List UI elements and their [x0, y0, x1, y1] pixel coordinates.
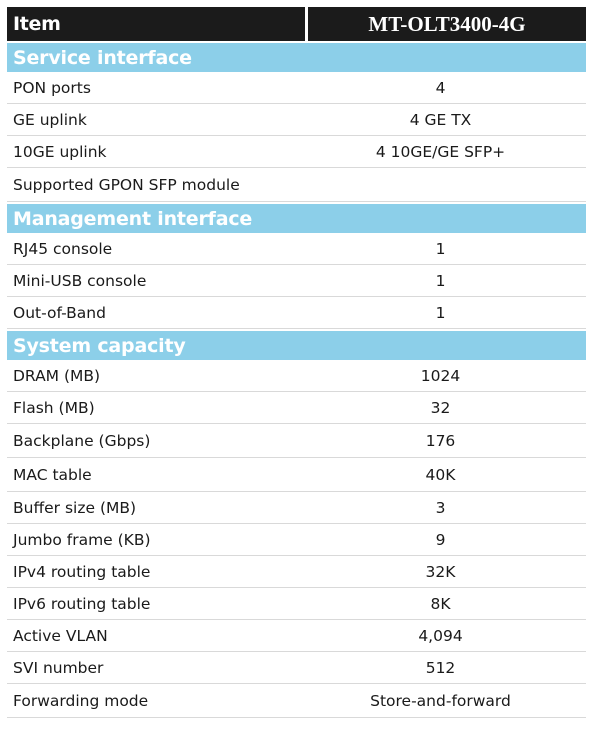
table-row: Forwarding mode Store-and-forward — [7, 684, 586, 718]
row-value: Store-and-forward — [370, 691, 511, 710]
table-row: GE uplink 4 GE TX — [7, 104, 586, 136]
row-value: 4 10GE/GE SFP+ — [375, 142, 506, 161]
table-row: Active VLAN 4,094 — [7, 620, 586, 652]
row-value: 1 — [435, 239, 446, 258]
row-label: Jumbo frame (KB) — [13, 530, 151, 549]
row-label: Buffer size (MB) — [13, 498, 137, 517]
table-row: Out-of-Band 1 — [7, 297, 586, 329]
row-label: GE uplink — [13, 110, 87, 129]
table-row: Supported GPON SFP module — [7, 168, 586, 202]
row-label: RJ45 console — [13, 239, 113, 258]
section-title: System capacity — [7, 331, 586, 360]
row-label: Mini-USB console — [13, 271, 147, 290]
row-value: 1 — [435, 271, 446, 290]
row-label: Active VLAN — [13, 626, 108, 645]
row-value: 4 GE TX — [409, 110, 472, 129]
row-label: PON ports — [13, 78, 91, 97]
model-column-header: MT-OLT3400-4G — [305, 7, 586, 41]
row-value: 1 — [435, 303, 446, 322]
row-value: 4 — [435, 78, 446, 97]
table-header: Item MT-OLT3400-4G — [7, 7, 586, 41]
row-value: 32 — [430, 398, 451, 417]
row-value: 8K — [430, 594, 451, 613]
section-system-capacity: System capacity DRAM (MB) 1024 Flash (MB… — [7, 331, 586, 718]
row-label: IPv6 routing table — [13, 594, 151, 613]
table-row: IPv4 routing table 32K — [7, 556, 586, 588]
row-value: 1024 — [420, 366, 461, 385]
table-row: 10GE uplink 4 10GE/GE SFP+ — [7, 136, 586, 168]
table-row: Backplane (Gbps) 176 — [7, 424, 586, 458]
row-label: SVI number — [13, 658, 104, 677]
table-row: Buffer size (MB) 3 — [7, 492, 586, 524]
spec-table: Item MT-OLT3400-4G Service interface PON… — [7, 7, 586, 718]
table-row: MAC table 40K — [7, 458, 586, 492]
item-column-header: Item — [13, 13, 61, 35]
table-row: IPv6 routing table 8K — [7, 588, 586, 620]
row-label: IPv4 routing table — [13, 562, 151, 581]
section-service-interface: Service interface PON ports 4 GE uplink … — [7, 43, 586, 202]
row-label: Forwarding mode — [13, 691, 149, 710]
table-row: Jumbo frame (KB) 9 — [7, 524, 586, 556]
row-value: 176 — [425, 431, 456, 450]
row-value: 40K — [425, 465, 456, 484]
table-row: Flash (MB) 32 — [7, 392, 586, 424]
row-value: 32K — [425, 562, 456, 581]
row-label: DRAM (MB) — [13, 366, 101, 385]
table-row: SVI number 512 — [7, 652, 586, 684]
section-title: Service interface — [7, 43, 586, 72]
table-row: PON ports 4 — [7, 72, 586, 104]
row-value: 4,094 — [418, 626, 463, 645]
row-value: 3 — [435, 498, 446, 517]
table-row: DRAM (MB) 1024 — [7, 360, 586, 392]
row-value: 512 — [425, 658, 456, 677]
table-row: RJ45 console 1 — [7, 233, 586, 265]
row-label: 10GE uplink — [13, 142, 107, 161]
table-row: Mini-USB console 1 — [7, 265, 586, 297]
row-label: Out-of-Band — [13, 303, 106, 322]
row-label: Backplane (Gbps) — [13, 431, 151, 450]
section-management-interface: Management interface RJ45 console 1 Mini… — [7, 204, 586, 329]
row-label: MAC table — [13, 465, 92, 484]
row-label: Flash (MB) — [13, 398, 95, 417]
section-title: Management interface — [7, 204, 586, 233]
row-label: Supported GPON SFP module — [13, 175, 240, 194]
row-value: 9 — [435, 530, 446, 549]
